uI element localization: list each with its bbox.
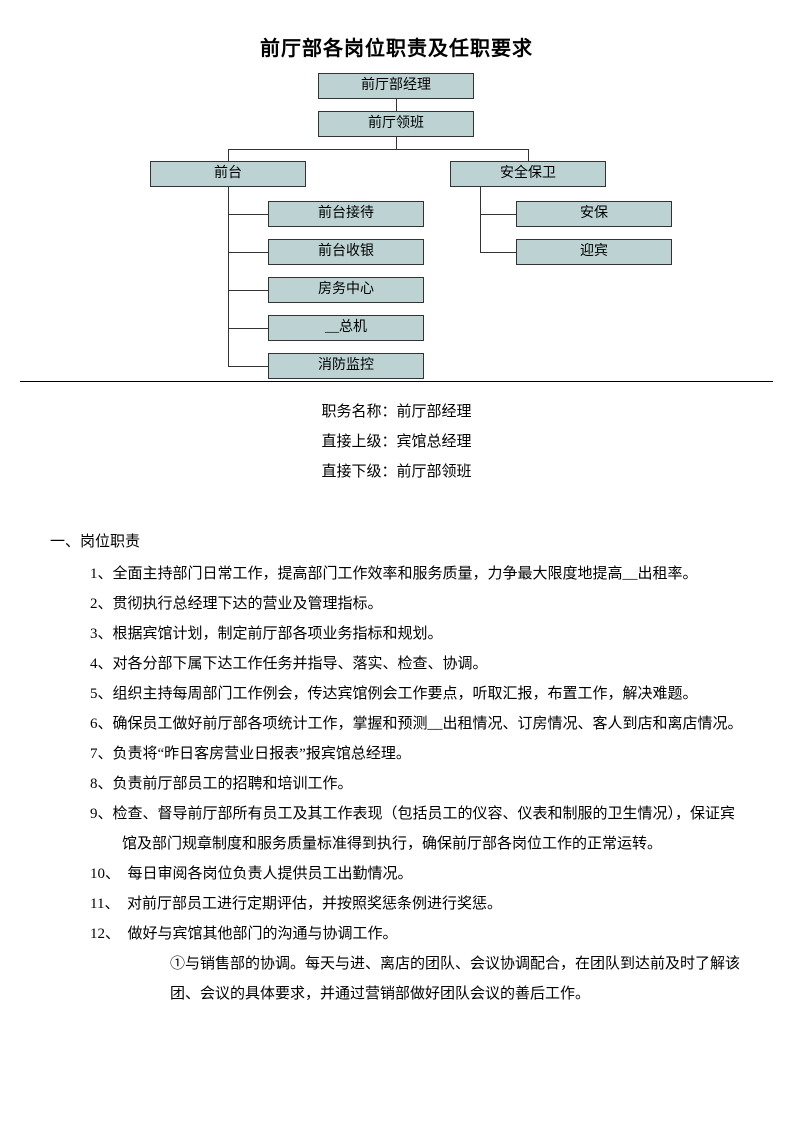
duty-item: 9、检查、督导前厅部所有员工及其工作表现（包括员工的仪容、仪表和制服的卫生情况）… xyxy=(90,799,743,859)
page-title: 前厅部各岗位职责及任职要求 xyxy=(0,0,793,73)
section-heading: 一、岗位职责 xyxy=(50,527,743,557)
duty-item: 8、负责前厅部员工的招聘和培训工作。 xyxy=(90,769,743,799)
duty-item: 4、对各分部下属下达工作任务并指导、落实、检查、协调。 xyxy=(90,649,743,679)
node-reception: 前台接待 xyxy=(268,201,424,227)
duty-list: 1、全面主持部门日常工作，提高部门工作效率和服务质量，力争最大限度地提高__出租… xyxy=(50,559,743,1009)
connector xyxy=(228,366,268,367)
duty-item: 10、 每日审阅各岗位负责人提供员工出勤情况。 xyxy=(90,859,743,889)
info-line: 职务名称：前厅部经理 xyxy=(0,397,793,427)
duty-item: 1、全面主持部门日常工作，提高部门工作效率和服务质量，力争最大限度地提高__出租… xyxy=(90,559,743,589)
duty-item: 7、负责将“昨日客房营业日报表”报宾馆总经理。 xyxy=(90,739,743,769)
node-guard: 安保 xyxy=(516,201,672,227)
duty-sub: ①与销售部的协调。每天与进、离店的团队、会议协调配合，在团队到达前及时了解该团、… xyxy=(90,949,743,1009)
connector xyxy=(228,252,268,253)
connector xyxy=(480,214,516,215)
duty-item: 11、 对前厅部员工进行定期评估，并按照奖惩条例进行奖惩。 xyxy=(90,889,743,919)
node-greeter: 迎宾 xyxy=(516,239,672,265)
info-block: 职务名称：前厅部经理 直接上级：宾馆总经理 直接下级：前厅部领班 xyxy=(0,397,793,487)
divider xyxy=(20,381,773,382)
connector xyxy=(228,149,528,150)
duty-item: 3、根据宾馆计划，制定前厅部各项业务指标和规划。 xyxy=(90,619,743,649)
connector xyxy=(228,214,268,215)
node-cashier: 前台收银 xyxy=(268,239,424,265)
connector xyxy=(228,290,268,291)
info-line: 直接上级：宾馆总经理 xyxy=(0,427,793,457)
duty-item: 6、确保员工做好前厅部各项统计工作，掌握和预测__出租情况、订房情况、客人到店和… xyxy=(90,709,743,739)
info-line: 直接下级：前厅部领班 xyxy=(0,457,793,487)
connector xyxy=(480,252,516,253)
org-chart: 前厅部经理 前厅领班 前台 安全保卫 前台接待 前台收银 房务中心 __总机 消… xyxy=(0,73,793,393)
duties-section: 一、岗位职责 1、全面主持部门日常工作，提高部门工作效率和服务质量，力争最大限度… xyxy=(0,527,793,1009)
node-manager: 前厅部经理 xyxy=(318,73,474,99)
node-front: 前台 xyxy=(150,161,306,187)
connector xyxy=(480,187,481,252)
duty-item: 2、贯彻执行总经理下达的营业及管理指标。 xyxy=(90,589,743,619)
duty-item: 5、组织主持每周部门工作例会，传达宾馆例会工作要点，听取汇报，布置工作，解决难题… xyxy=(90,679,743,709)
node-switchboard: __总机 xyxy=(268,315,424,341)
connector xyxy=(528,149,529,161)
connector xyxy=(396,99,397,111)
duty-item: 12、 做好与宾馆其他部门的沟通与协调工作。 xyxy=(90,919,743,949)
connector xyxy=(228,328,268,329)
node-security: 安全保卫 xyxy=(450,161,606,187)
node-firecontrol: 消防监控 xyxy=(268,353,424,379)
node-housekeeping: 房务中心 xyxy=(268,277,424,303)
connector xyxy=(228,149,229,161)
connector xyxy=(396,137,397,149)
node-supervisor: 前厅领班 xyxy=(318,111,474,137)
